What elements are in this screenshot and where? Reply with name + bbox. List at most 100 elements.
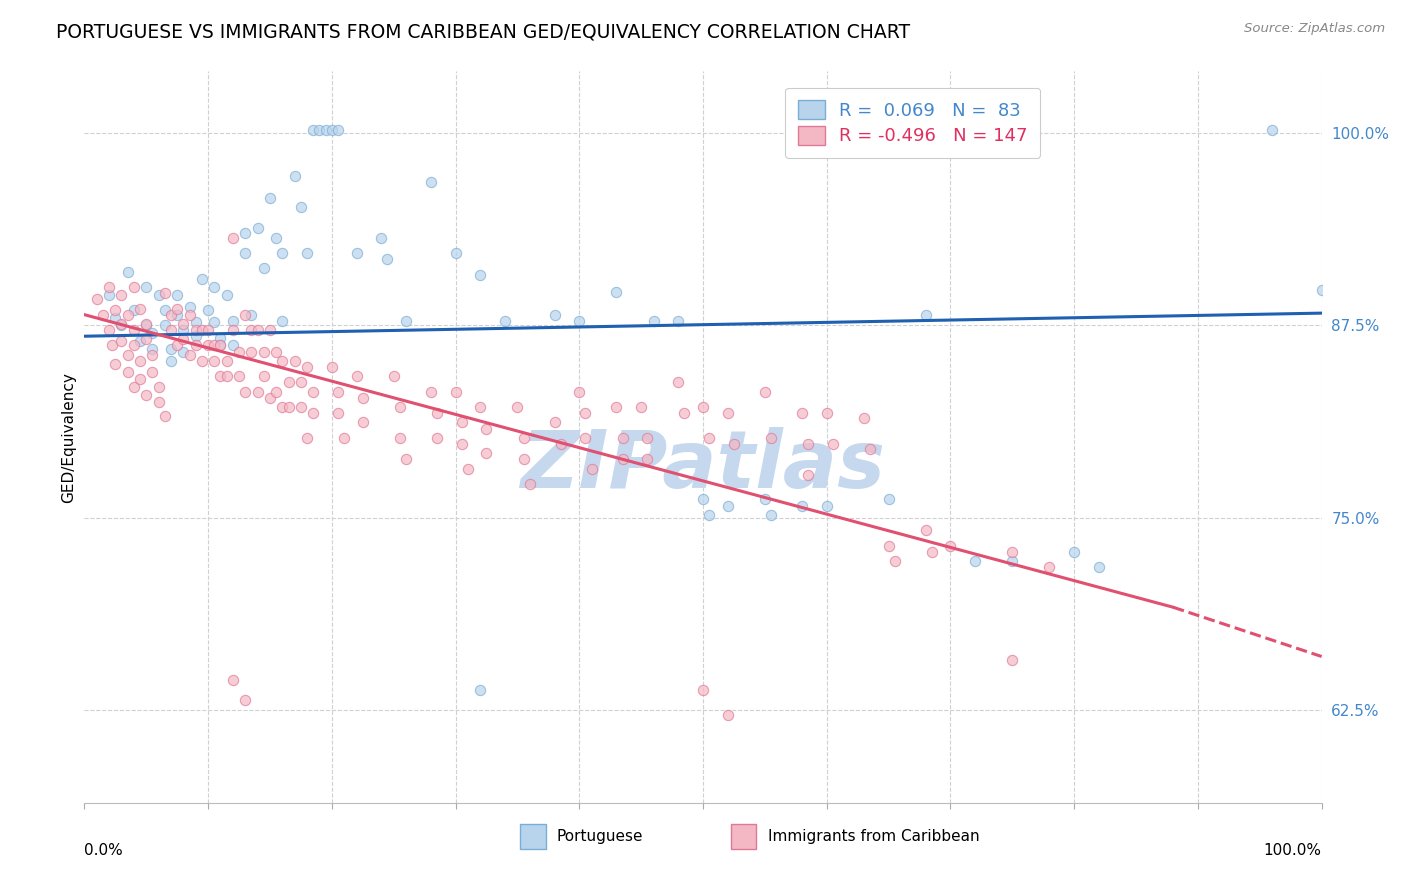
- Point: [153, 303, 176, 318]
- Point: [179, 308, 201, 322]
- Point: [290, 376, 312, 390]
- Point: [160, 342, 183, 356]
- Point: [574, 431, 596, 445]
- Point: [122, 303, 145, 318]
- Point: [233, 384, 256, 399]
- Point: [222, 314, 245, 328]
- Point: [605, 400, 627, 414]
- Point: [172, 332, 194, 346]
- Point: [117, 348, 139, 362]
- Point: [129, 301, 152, 316]
- Point: [333, 431, 356, 445]
- Point: [184, 323, 207, 337]
- Point: [1001, 545, 1024, 559]
- Point: [914, 308, 936, 322]
- Point: [129, 354, 152, 368]
- Point: [506, 400, 529, 414]
- Point: [643, 314, 665, 328]
- Point: [240, 344, 263, 359]
- Point: [377, 252, 399, 267]
- Point: [543, 416, 565, 430]
- Point: [754, 492, 776, 507]
- Point: [1001, 652, 1024, 666]
- Point: [630, 400, 652, 414]
- Point: [215, 369, 238, 384]
- Point: [717, 406, 740, 420]
- Point: [202, 338, 225, 352]
- Point: [264, 344, 287, 359]
- Point: [129, 372, 152, 386]
- Point: [1310, 283, 1333, 297]
- Point: [202, 315, 225, 329]
- Point: [815, 406, 838, 420]
- Point: [470, 683, 492, 698]
- Point: [797, 467, 820, 482]
- Point: [426, 406, 449, 420]
- Text: ZIPatlas: ZIPatlas: [520, 427, 886, 506]
- Point: [153, 318, 176, 333]
- Point: [673, 406, 696, 420]
- Point: [612, 431, 634, 445]
- Point: [240, 323, 263, 337]
- Point: [821, 437, 844, 451]
- Point: [98, 287, 121, 301]
- Point: [277, 376, 299, 390]
- Point: [100, 338, 122, 352]
- Point: [110, 287, 132, 301]
- Point: [233, 226, 256, 240]
- Point: [135, 317, 157, 331]
- Point: [450, 437, 472, 451]
- Point: [321, 123, 343, 137]
- Point: [271, 354, 294, 368]
- Point: [160, 354, 183, 368]
- Point: [790, 406, 813, 420]
- Point: [122, 380, 145, 394]
- Point: [666, 314, 689, 328]
- Point: [457, 461, 479, 475]
- Point: [209, 369, 232, 384]
- Point: [209, 338, 232, 352]
- Point: [939, 539, 962, 553]
- Point: [883, 554, 905, 568]
- Point: [568, 314, 591, 328]
- Point: [264, 384, 287, 399]
- Text: Source: ZipAtlas.com: Source: ZipAtlas.com: [1244, 22, 1385, 36]
- Point: [202, 354, 225, 368]
- Point: [512, 452, 534, 467]
- Point: [179, 348, 201, 362]
- Point: [759, 508, 782, 522]
- Point: [166, 301, 188, 316]
- Point: [271, 400, 294, 414]
- Point: [1038, 560, 1060, 574]
- Point: [568, 384, 591, 399]
- Point: [117, 308, 139, 322]
- Point: [98, 280, 121, 294]
- Point: [395, 314, 418, 328]
- Point: [859, 442, 882, 456]
- Text: PORTUGUESE VS IMMIGRANTS FROM CARIBBEAN GED/EQUIVALENCY CORRELATION CHART: PORTUGUESE VS IMMIGRANTS FROM CARIBBEAN …: [56, 22, 910, 41]
- Point: [723, 437, 745, 451]
- Point: [470, 400, 492, 414]
- Point: [135, 280, 157, 294]
- Point: [253, 369, 276, 384]
- Point: [370, 230, 392, 244]
- Point: [209, 331, 232, 345]
- Point: [697, 508, 720, 522]
- Point: [141, 342, 163, 356]
- Point: [271, 314, 294, 328]
- Point: [148, 395, 170, 409]
- Point: [519, 477, 541, 491]
- Point: [444, 246, 467, 260]
- Point: [191, 323, 214, 337]
- Point: [172, 323, 194, 337]
- Point: [110, 317, 132, 331]
- Point: [110, 318, 132, 333]
- Point: [543, 308, 565, 322]
- Point: [692, 400, 714, 414]
- Point: [160, 308, 183, 322]
- Point: [172, 344, 194, 359]
- Point: [197, 303, 219, 318]
- Point: [191, 272, 214, 286]
- Point: [141, 365, 163, 379]
- Point: [308, 123, 330, 137]
